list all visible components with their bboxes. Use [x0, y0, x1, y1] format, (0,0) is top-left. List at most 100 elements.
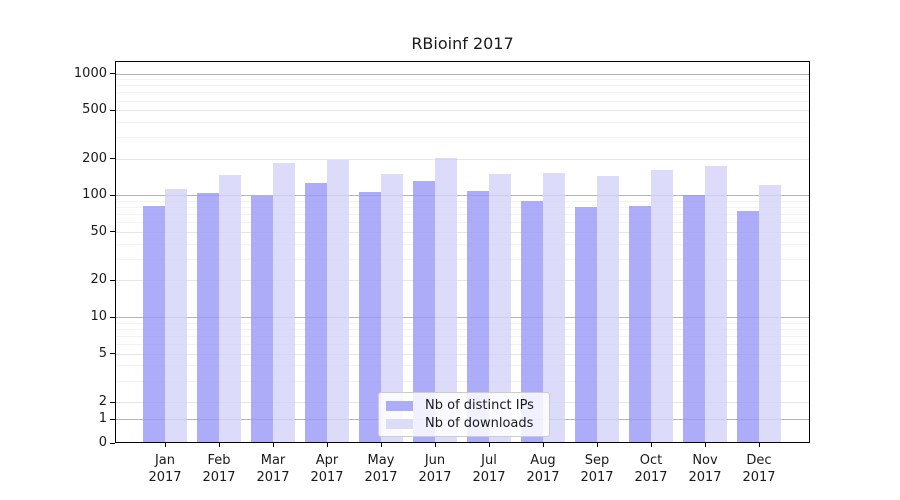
x-tick-mark [326, 443, 328, 447]
gridline-major [115, 353, 810, 355]
gridline-minor [115, 243, 810, 245]
y-tick-label: 1000 [73, 65, 107, 81]
gridline-minor [115, 79, 810, 81]
gridline-minor [115, 222, 810, 224]
y-tick-mark [110, 353, 115, 355]
gridline-minor [115, 122, 810, 124]
gridline-major [115, 231, 810, 233]
x-tick-label: Jan 2017 [148, 453, 182, 485]
bar-downloads [381, 173, 403, 443]
y-tick-mark [110, 73, 115, 75]
legend-swatch-distinct-ips-icon [386, 400, 413, 411]
gridline-minor [115, 335, 810, 337]
gridline-major [115, 280, 810, 282]
legend-swatch-downloads-icon [386, 418, 413, 429]
bar-downloads [651, 170, 673, 443]
gridline-minor [115, 207, 810, 209]
bar-downloads [759, 184, 781, 443]
gridline-minor [115, 380, 810, 382]
x-tick-mark [488, 443, 490, 447]
gridline-minor [115, 214, 810, 216]
gridline-major-dark [115, 73, 810, 75]
x-tick-label: May 2017 [364, 453, 398, 485]
bar-downloads [273, 162, 295, 443]
bar-downloads [543, 172, 565, 443]
x-tick-label: Feb 2017 [202, 453, 236, 485]
y-tick-mark [110, 158, 115, 160]
legend-label-distinct-ips: Nb of distinct IPs [425, 398, 534, 413]
gridline-minor [115, 92, 810, 94]
legend-label-downloads: Nb of downloads [425, 416, 534, 431]
x-tick-mark [380, 443, 382, 447]
bar-downloads [705, 165, 727, 443]
bar-downloads [489, 174, 511, 443]
x-tick-label: Apr 2017 [310, 453, 344, 485]
gridline-minor [115, 365, 810, 367]
bar-distinct-ips [197, 193, 219, 443]
y-tick-mark [110, 279, 115, 281]
y-tick-mark [110, 418, 115, 420]
gridline-minor [115, 137, 810, 139]
x-tick-mark [758, 443, 760, 447]
x-tick-label: Oct 2017 [634, 453, 668, 485]
bar-distinct-ips [359, 192, 381, 443]
gridline-minor [115, 258, 810, 260]
gridline-minor [115, 85, 810, 87]
x-tick-mark [434, 443, 436, 447]
y-tick-mark [110, 442, 115, 444]
bar-downloads [435, 157, 457, 443]
x-tick-label: Jun 2017 [418, 453, 452, 485]
y-tick-mark [110, 194, 115, 196]
y-tick-label: 2 [98, 394, 107, 410]
y-tick-label: 50 [90, 223, 107, 239]
y-tick-label: 1 [98, 411, 107, 426]
legend-item-downloads: Nb of downloads [386, 417, 541, 430]
gridline-major [115, 110, 810, 112]
x-tick-label: Dec 2017 [742, 453, 776, 485]
gridline-minor [115, 328, 810, 330]
bar-downloads [219, 174, 241, 443]
bar-downloads [165, 189, 187, 443]
x-tick-label: Nov 2017 [688, 453, 722, 485]
y-tick-mark [110, 231, 115, 233]
x-tick-label: Mar 2017 [256, 453, 290, 485]
bar-distinct-ips [629, 206, 651, 443]
y-tick-mark [110, 401, 115, 403]
x-tick-mark [704, 443, 706, 447]
bar-distinct-ips [305, 182, 327, 443]
y-tick-label: 5 [98, 345, 107, 361]
x-tick-mark [272, 443, 274, 447]
gridline-minor [115, 100, 810, 102]
bar-downloads [327, 160, 349, 443]
y-tick-label: 200 [82, 150, 107, 166]
bar-distinct-ips [683, 195, 705, 443]
y-tick-mark [110, 316, 115, 318]
y-tick-label: 20 [90, 272, 107, 288]
gridline-major-dark [115, 195, 810, 197]
chart-title: RBioinf 2017 [411, 34, 514, 53]
legend: Nb of distinct IPs Nb of downloads [378, 392, 550, 437]
bar-downloads [597, 176, 619, 443]
gridline-major-dark [115, 317, 810, 318]
y-tick-label: 0 [98, 435, 107, 450]
bar-distinct-ips [521, 200, 543, 443]
y-tick-label: 10 [90, 309, 107, 324]
x-tick-label: Sep 2017 [580, 453, 614, 485]
gridline-minor [115, 343, 810, 345]
bar-distinct-ips [575, 207, 597, 443]
bar-distinct-ips [143, 206, 165, 443]
x-tick-mark [164, 443, 166, 447]
y-tick-mark [110, 109, 115, 111]
x-tick-mark [218, 443, 220, 447]
x-tick-label: Jul 2017 [472, 453, 506, 485]
y-tick-label: 100 [82, 187, 107, 203]
gridline-major [115, 158, 810, 160]
x-tick-mark [542, 443, 544, 447]
x-tick-mark [596, 443, 598, 447]
bar-distinct-ips [413, 180, 435, 443]
gridline-minor [115, 200, 810, 202]
bar-distinct-ips [737, 210, 759, 443]
plot-area [115, 61, 810, 443]
x-tick-label: Aug 2017 [526, 453, 560, 485]
y-tick-label: 500 [82, 102, 107, 118]
